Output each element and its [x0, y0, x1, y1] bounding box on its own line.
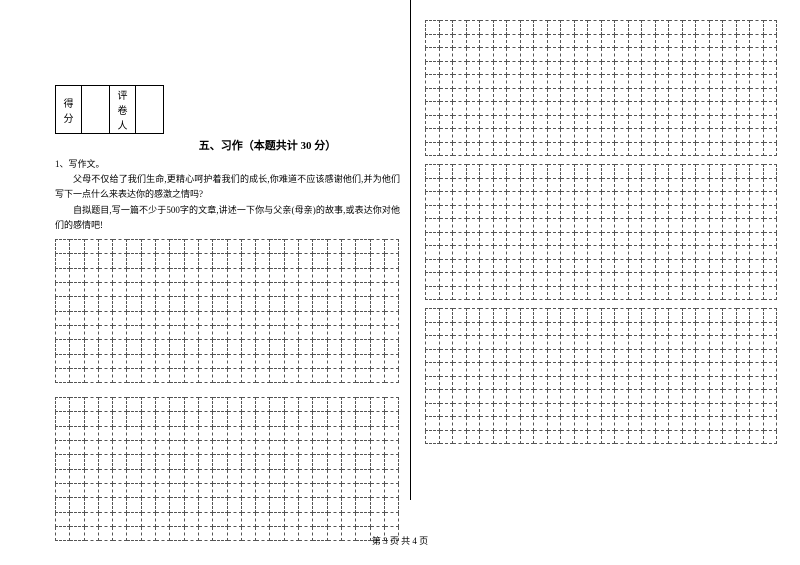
question-number: 1、写作文。	[55, 157, 400, 170]
score-label: 得分	[56, 86, 82, 134]
column-divider	[410, 0, 411, 500]
writing-grid-right-2	[425, 164, 777, 300]
prompt-para-1: 父母不仅给了我们生命,更精心呵护着我们的成长,你难道不应该感谢他们,并为他们写下…	[55, 172, 400, 203]
section-title: 五、习作（本题共计 30 分）	[135, 137, 400, 153]
score-box: 得分 评卷人	[55, 85, 164, 134]
left-column: 得分 评卷人 五、习作（本题共计 30 分） 1、写作文。 父母不仅给了我们生命…	[0, 0, 410, 565]
writing-grid-left-1	[55, 239, 399, 383]
grader-blank	[136, 86, 164, 134]
grader-label: 评卷人	[110, 86, 136, 134]
prompt-para-2: 自拟题目,写一篇不少于500字的文章,讲述一下你与父亲(母亲)的故事,或表达你对…	[55, 203, 400, 234]
writing-grid-left-2	[55, 397, 399, 541]
score-blank	[82, 86, 110, 134]
page-footer: 第 3 页 共 4 页	[0, 534, 800, 547]
right-column	[410, 0, 800, 565]
writing-grid-right-1	[425, 20, 777, 156]
writing-grid-right-3	[425, 308, 777, 444]
